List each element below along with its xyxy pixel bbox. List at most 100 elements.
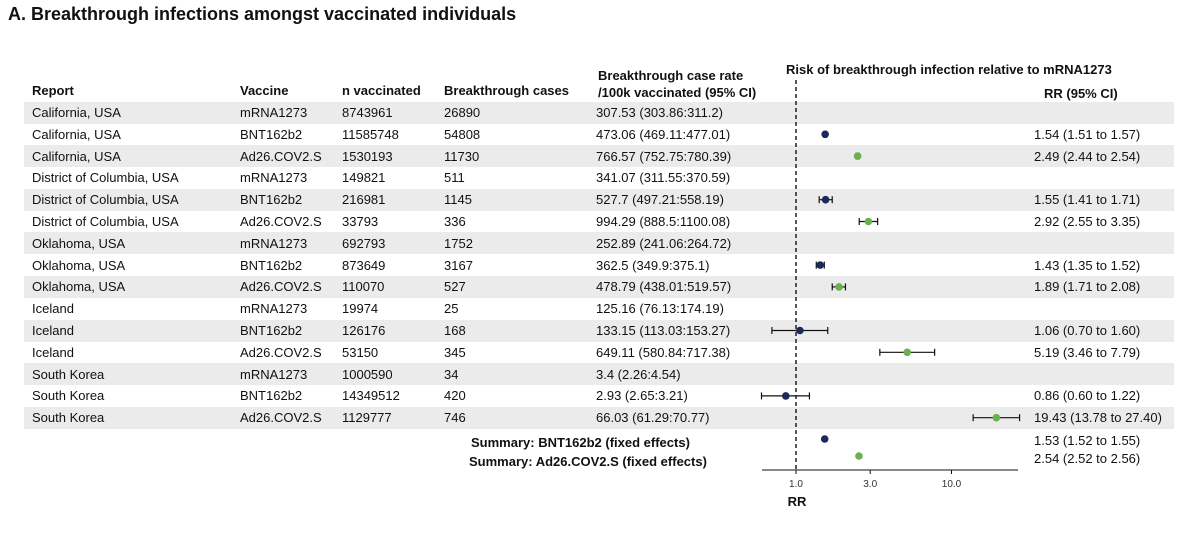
- cell-rr-ci: 1.54 (1.51 to 1.57): [1034, 126, 1141, 142]
- cell-vaccine: mRNA1273: [240, 170, 308, 186]
- cell-rate: 3.4 (2.26:4.54): [596, 366, 681, 382]
- cell-rate: 133.15 (113.03:153.27): [596, 323, 731, 338]
- cell-breakthrough-cases: 336: [444, 214, 466, 229]
- cell-vaccine: BNT162b2: [240, 257, 303, 273]
- row-band: [24, 406, 1174, 429]
- cell-rate: 66.03 (61.29:70.77): [596, 410, 710, 426]
- row-band: [24, 145, 1174, 168]
- cell-rr-ci: 1.06 (0.70 to 1.60): [1034, 323, 1141, 338]
- summary-label-ad26: Summary: Ad26.COV2.S (fixed effects): [469, 454, 707, 469]
- cell-rate: 362.5 (349.9:375.1): [596, 257, 710, 273]
- cell-report: Oklahoma, USA: [32, 279, 126, 295]
- cell-vaccine: BNT162b2: [240, 192, 303, 208]
- cell-breakthrough-cases: 54808: [444, 126, 481, 142]
- cell-vaccine: BNT162b2: [240, 388, 303, 404]
- cell-report: South Korea: [32, 366, 105, 382]
- x-axis-title: RR: [788, 494, 807, 509]
- cell-vaccine: mRNA1273: [240, 105, 308, 120]
- cell-rate: 478.79 (438.01:519.57): [596, 279, 732, 295]
- x-tick-label: 1.0: [789, 479, 803, 490]
- row-band: [24, 275, 1174, 298]
- cell-rr-ci: 1.43 (1.35 to 1.52): [1034, 257, 1141, 273]
- cell-report: California, USA: [32, 148, 121, 164]
- cell-report: Oklahoma, USA: [32, 235, 126, 251]
- cell-report: California, USA: [32, 105, 121, 120]
- row-band: [24, 232, 1174, 255]
- summary-point: [820, 435, 829, 443]
- cell-rr-ci: 1.89 (1.71 to 2.08): [1034, 279, 1141, 295]
- page-title: A. Breakthrough infections amongst vacci…: [8, 4, 517, 24]
- forest-point: [782, 392, 790, 400]
- cell-rate: 2.93 (2.65:3.21): [596, 388, 688, 404]
- cell-breakthrough-cases: 345: [444, 344, 466, 360]
- row-band: [24, 363, 1174, 386]
- cell-report: South Korea: [32, 388, 105, 404]
- forest-point: [821, 130, 829, 139]
- cell-n-vaccinated: 8743961: [342, 105, 393, 120]
- cell-n-vaccinated: 873649: [342, 257, 386, 273]
- forest-point: [821, 195, 830, 204]
- cell-rate: 341.07 (311.55:370.59): [596, 170, 731, 186]
- header-forest-title: Risk of breakthrough infection relative …: [786, 62, 1112, 77]
- cell-report: South Korea: [32, 410, 105, 426]
- cell-breakthrough-cases: 34: [444, 366, 459, 382]
- cell-n-vaccinated: 1530193: [342, 148, 393, 164]
- header-rate-line1: Breakthrough case rate: [598, 68, 744, 83]
- forest-point: [992, 413, 1001, 422]
- cell-rr-ci: 0.86 (0.60 to 1.22): [1034, 388, 1141, 404]
- header-report: Report: [32, 83, 74, 98]
- cell-vaccine: Ad26.COV2.S: [240, 214, 322, 229]
- cell-n-vaccinated: 11585748: [342, 126, 399, 142]
- summary-rr-bnt: 1.53 (1.52 to 1.55): [1034, 433, 1141, 448]
- cell-report: California, USA: [32, 126, 121, 142]
- cell-n-vaccinated: 126176: [342, 323, 386, 338]
- cell-rr-ci: 5.19 (3.46 to 7.79): [1034, 344, 1141, 360]
- cell-report: District of Columbia, USA: [32, 170, 179, 186]
- header-n-vaccinated: n vaccinated: [342, 83, 421, 98]
- cell-n-vaccinated: 149821: [342, 170, 386, 186]
- cell-vaccine: mRNA1273: [240, 366, 308, 382]
- cell-rate: 766.57 (752.75:780.39): [596, 148, 732, 164]
- header-vaccine: Vaccine: [240, 83, 289, 98]
- cell-n-vaccinated: 1000590: [342, 366, 393, 382]
- cell-rate: 252.89 (241.06:264.72): [596, 235, 732, 251]
- forest-point: [864, 217, 873, 226]
- row-band: [24, 101, 1174, 124]
- cell-n-vaccinated: 33793: [342, 214, 379, 229]
- cell-vaccine: Ad26.COV2.S: [240, 148, 322, 164]
- cell-report: Iceland: [32, 344, 74, 360]
- cell-rate: 649.11 (580.84:717.38): [596, 344, 731, 360]
- cell-n-vaccinated: 14349512: [342, 388, 400, 404]
- cell-breakthrough-cases: 3167: [444, 257, 473, 273]
- cell-report: Iceland: [32, 323, 74, 338]
- forest-point: [853, 152, 862, 160]
- cell-n-vaccinated: 216981: [342, 192, 386, 208]
- summary-point: [855, 452, 863, 460]
- cell-vaccine: BNT162b2: [240, 323, 303, 338]
- cell-n-vaccinated: 53150: [342, 344, 379, 360]
- cell-vaccine: Ad26.COV2.S: [240, 410, 322, 426]
- forest-point: [796, 326, 804, 335]
- cell-rate: 527.7 (497.21:558.19): [596, 192, 724, 208]
- cell-breakthrough-cases: 420: [444, 388, 466, 404]
- cell-rate: 307.53 (303.86:311.2): [596, 105, 723, 120]
- row-band: [24, 319, 1174, 342]
- cell-breakthrough-cases: 527: [444, 279, 466, 295]
- cell-report: Iceland: [32, 301, 74, 317]
- cell-rate: 473.06 (469.11:477.01): [596, 126, 731, 142]
- cell-breakthrough-cases: 26890: [444, 105, 481, 120]
- x-tick-label: 10.0: [942, 479, 962, 490]
- summary-label-bnt: Summary: BNT162b2 (fixed effects): [471, 435, 690, 450]
- cell-rr-ci: 2.49 (2.44 to 2.54): [1034, 148, 1141, 164]
- cell-vaccine: Ad26.COV2.S: [240, 279, 322, 295]
- forest-point: [903, 348, 912, 357]
- forest-point: [816, 261, 824, 269]
- header-rr-ci: RR (95% CI): [1044, 86, 1118, 101]
- cell-breakthrough-cases: 1752: [444, 235, 473, 251]
- cell-rr-ci: 19.43 (13.78 to 27.40): [1034, 410, 1162, 426]
- cell-vaccine: Ad26.COV2.S: [240, 344, 322, 360]
- cell-rate: 125.16 (76.13:174.19): [596, 301, 724, 317]
- cell-report: Oklahoma, USA: [32, 257, 126, 273]
- cell-breakthrough-cases: 11730: [444, 148, 480, 164]
